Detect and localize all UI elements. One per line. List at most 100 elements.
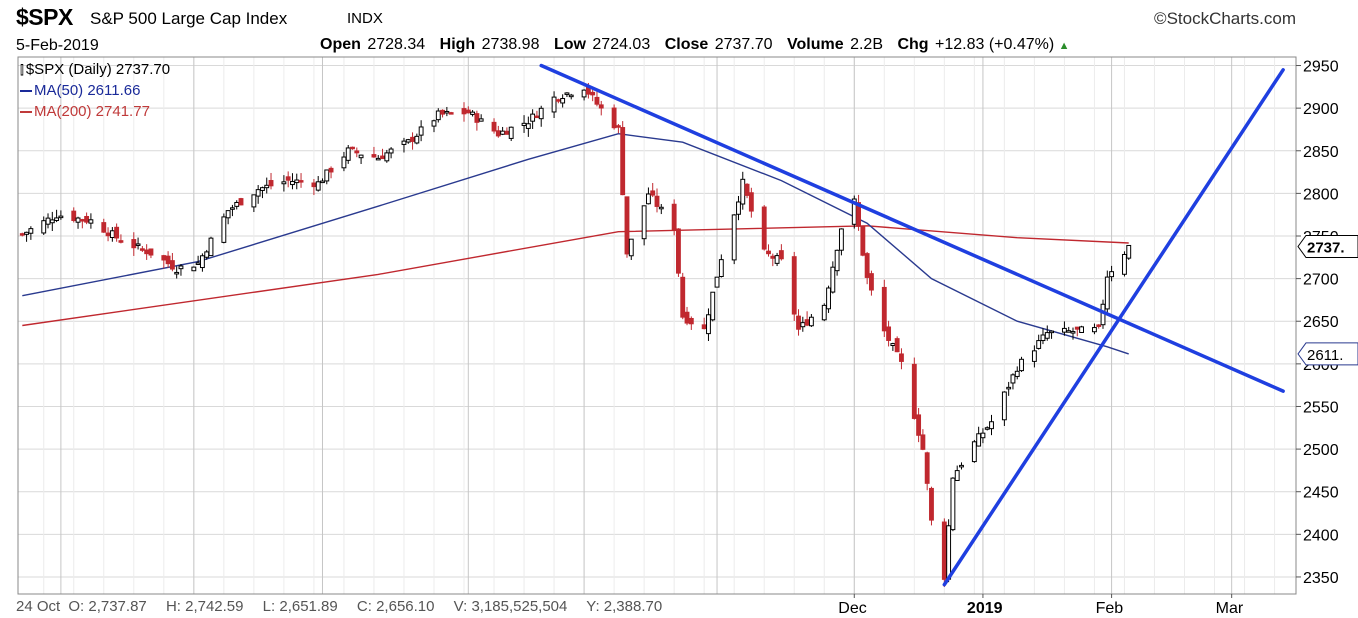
candle-body (470, 111, 476, 115)
candle-body (435, 110, 441, 121)
candles (19, 82, 1132, 588)
candle-body (354, 150, 360, 154)
trendline-support (942, 68, 1285, 587)
candle-body (890, 343, 896, 347)
candle-body (320, 180, 325, 184)
candlestick-icon: ⫿ (20, 63, 24, 77)
readout-close: C: 2,656.10 (356, 598, 435, 615)
x-tick-label: Mar (1216, 600, 1244, 617)
open-label: Open (320, 36, 361, 53)
candle-body (1036, 340, 1042, 349)
readout-low: L: 2,651.89 (262, 598, 338, 615)
candle-body (1096, 324, 1102, 327)
readout-high: H: 2,742.59 (165, 598, 244, 615)
candle-body (628, 238, 634, 257)
ma200-swatch (20, 111, 32, 114)
candle-body (1010, 374, 1016, 384)
brand-text: StockCharts.com (1166, 9, 1296, 28)
candle-body (804, 319, 810, 326)
candle-body (989, 421, 994, 430)
candle-body (504, 130, 510, 135)
candle-body (701, 324, 707, 330)
candle-body (864, 253, 870, 278)
y-tick-label: 2950 (1303, 59, 1339, 76)
candle-body (144, 249, 150, 255)
candle-body (1070, 331, 1076, 334)
candle-body (28, 228, 34, 234)
candle-body (581, 89, 587, 98)
ticker-symbol: $SPX (16, 4, 73, 30)
candle-body (1104, 276, 1110, 310)
candle-body (208, 237, 214, 257)
candle-body (371, 154, 377, 158)
candle-body (324, 169, 330, 182)
readout-open: O: 2,737.87 (68, 598, 147, 615)
y-tick-label: 2700 (1303, 272, 1339, 289)
y-tick-label: 2800 (1303, 186, 1339, 203)
candle-body (791, 256, 797, 315)
candle-body (568, 94, 574, 98)
value-badges: 2737. 2611. (1297, 234, 1358, 366)
candle-body (530, 113, 536, 122)
candle-body (650, 190, 656, 196)
candle-body (860, 226, 866, 256)
candle-body (229, 207, 235, 210)
candle-body (676, 228, 681, 274)
y-tick-label: 2850 (1303, 144, 1339, 161)
y-tick-label: 2500 (1303, 442, 1339, 459)
readout-y: Y: 2,388.70 (586, 598, 663, 615)
candle-body (1040, 334, 1046, 342)
candle-body (495, 130, 501, 137)
candle-body (19, 233, 25, 236)
candle-body (590, 91, 596, 96)
candle-body (920, 434, 926, 450)
candle-body (770, 255, 776, 259)
y-tick-label: 2400 (1303, 527, 1339, 544)
candle-body (731, 214, 737, 261)
high-value: 2738.98 (481, 36, 540, 53)
brand-label[interactable]: ©StockCharts.com (1154, 9, 1296, 29)
candle-body (714, 276, 720, 288)
candle-body (24, 231, 30, 235)
candle-body (440, 109, 446, 115)
candle-body (941, 521, 947, 580)
candle-body (1092, 327, 1097, 333)
candle-body (199, 255, 205, 269)
candle-body (761, 206, 767, 250)
candle-body (281, 181, 287, 185)
y-tick-label: 2900 (1303, 101, 1339, 118)
candle-body (684, 311, 690, 324)
candle-body (718, 259, 724, 278)
candle-body (611, 107, 617, 129)
candle-body (294, 179, 300, 184)
candle-body (924, 452, 930, 484)
legend-ma200: MA(200) 2741.77 (20, 103, 150, 120)
candle-body (564, 92, 570, 95)
candle-body (388, 148, 394, 154)
ma50-badge (1297, 342, 1358, 366)
quote-date: 5-Feb-2019 (16, 37, 99, 54)
candle-body (431, 120, 437, 127)
candle-body (911, 363, 917, 419)
candle-body (1006, 386, 1012, 390)
legend-ma200-label: MA(200) 2741.77 (34, 103, 150, 120)
candle-body (405, 139, 411, 143)
candle-body (821, 304, 827, 321)
candle-body (826, 287, 831, 310)
candle-body (491, 121, 497, 132)
candle-body (946, 525, 952, 580)
candle-body (131, 239, 137, 249)
price-badge (1297, 234, 1358, 258)
legend-ma50-label: MA(50) 2611.66 (34, 82, 141, 99)
candle-body (680, 276, 686, 318)
candle-body (881, 286, 887, 332)
y-tick-label: 2650 (1303, 314, 1339, 331)
candle-body (375, 157, 381, 161)
grid (18, 57, 1296, 594)
ohlc-summary: Open 2728.34 High 2738.98 Low 2724.03 Cl… (320, 36, 1070, 54)
close-label: Close (664, 36, 709, 53)
candle-body (706, 314, 711, 335)
candle-body (161, 255, 167, 261)
candle-body (311, 182, 317, 188)
